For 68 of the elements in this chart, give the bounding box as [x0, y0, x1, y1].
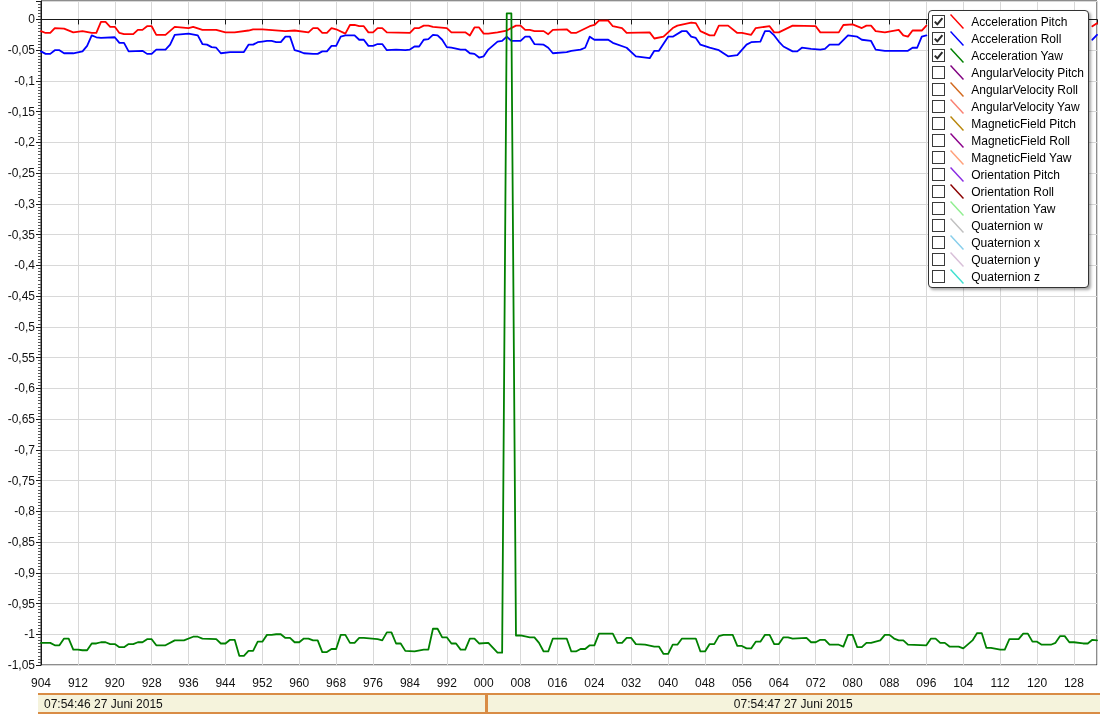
x-tick-label: 056	[731, 676, 753, 690]
y-tick-label: -0,05	[7, 43, 36, 58]
y-tick-label: -0,75	[7, 473, 36, 488]
x-tick-label: 936	[178, 676, 199, 690]
x-tick-label: 120	[1027, 676, 1048, 690]
x-tick-label: 024	[584, 676, 605, 690]
legend-label: Orientation Yaw	[971, 201, 1056, 216]
y-tick-label: -0,95	[7, 596, 36, 611]
x-tick-label: 064	[768, 676, 790, 690]
legend-label: Quaternion w	[971, 218, 1043, 233]
x-tick-label: 040	[658, 676, 679, 690]
y-tick-label: -0,6	[14, 381, 36, 396]
x-tick-label: 944	[215, 676, 236, 690]
x-tick-label: 112	[990, 676, 1011, 690]
legend-label: MagneticField Pitch	[971, 116, 1076, 131]
y-tick-label: -0,3	[14, 196, 36, 211]
x-tick-label: 080	[842, 676, 863, 690]
y-tick-label: -0,85	[7, 535, 36, 550]
y-tick-label: 0	[28, 12, 36, 27]
y-tick-label: -1,05	[7, 658, 36, 672]
legend-label: Quaternion x	[971, 235, 1040, 250]
legend-label: Orientation Pitch	[971, 167, 1060, 182]
x-tick-label: 904	[30, 676, 52, 690]
x-tick-label: 928	[141, 676, 162, 690]
y-tick-label: -0,2	[14, 135, 36, 150]
y-tick-label: -0,1	[14, 73, 36, 88]
x-tick-label: 976	[363, 676, 384, 690]
x-tick-label: 104	[953, 676, 974, 690]
x-tick-label: 960	[289, 676, 310, 690]
x-tick-label: 984	[399, 676, 421, 690]
x-tick-label: 952	[252, 676, 273, 690]
y-tick-label: -0,7	[14, 442, 36, 457]
y-tick-label: -0,65	[7, 412, 36, 427]
y-tick-label: -0,8	[14, 504, 36, 519]
y-tick-label: -0,4	[14, 258, 36, 273]
legend-label: Quaternion z	[971, 269, 1040, 284]
legend-label: AngularVelocity Roll	[971, 82, 1078, 97]
y-tick-label: -1	[24, 627, 36, 642]
timeline-strip: 07:54:46 27 Juni 2015 07:54:47 27 Juni 2015	[38, 693, 1100, 714]
y-tick-label: -0,5	[14, 319, 36, 334]
x-tick-label: 992	[436, 676, 458, 690]
x-tick-label: 008	[510, 676, 531, 690]
legend-label: Quaternion y	[971, 252, 1040, 267]
y-tick-label: -0,25	[7, 166, 36, 181]
legend-label: Acceleration Roll	[971, 31, 1062, 46]
x-tick-label: 912	[67, 676, 89, 690]
x-tick-label: 920	[104, 676, 126, 690]
y-tick-label: -0,35	[7, 227, 36, 242]
x-tick-label: 032	[621, 676, 642, 690]
y-tick-label: -0,15	[7, 104, 36, 119]
y-tick-label: -0,55	[7, 350, 36, 365]
y-tick-label: -0,45	[7, 289, 36, 304]
x-tick-label: 048	[695, 676, 716, 690]
x-tick-label: 072	[805, 676, 827, 690]
x-tick-label: 968	[326, 676, 347, 690]
x-tick-label: 128	[1063, 676, 1085, 690]
legend-label: AngularVelocity Pitch	[971, 65, 1084, 80]
x-tick-label: 088	[879, 676, 900, 690]
legend-label: MagneticField Roll	[971, 133, 1070, 148]
legend-label: MagneticField Yaw	[971, 150, 1072, 165]
legend-label: AngularVelocity Yaw	[971, 99, 1080, 114]
legend-label: Acceleration Yaw	[971, 48, 1063, 63]
x-tick-label: 016	[547, 676, 568, 690]
legend-label: Orientation Roll	[971, 184, 1054, 199]
y-tick-label: -0,9	[14, 565, 36, 580]
x-tick-label: 000	[473, 676, 495, 690]
legend-label: Acceleration Pitch	[971, 14, 1068, 29]
x-tick-label: 096	[916, 676, 937, 690]
